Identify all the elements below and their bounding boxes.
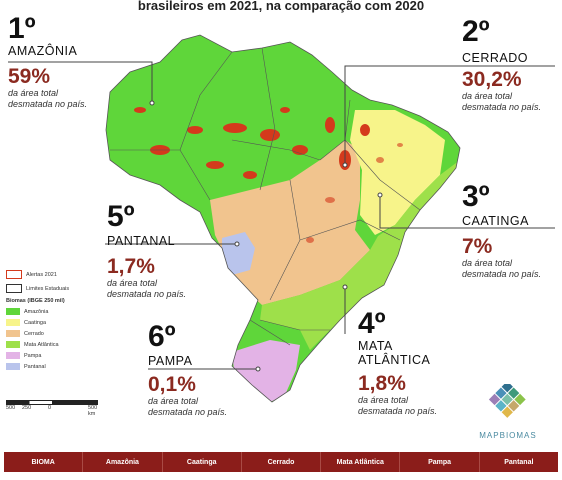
rank-number: 4º [358, 307, 386, 340]
pantanal-region [222, 232, 255, 275]
description: desmatada no país. [462, 102, 542, 112]
description: desmatada no país. [462, 269, 542, 279]
scale-tick: 500 km [88, 405, 98, 417]
description: da área total [8, 88, 59, 98]
scale-tick: 250 [22, 405, 32, 411]
description: da área total [462, 258, 513, 268]
legend-label: Pantanal [24, 363, 46, 370]
description: da área total [107, 278, 158, 288]
col-header: Amazônia [83, 452, 163, 472]
legend-alerts: Alertas 2021 [26, 271, 57, 278]
percentage: 59% [8, 65, 51, 88]
description: da área total [462, 91, 513, 101]
logo-text: MAPBIOMAS [479, 431, 537, 440]
rank-number: 3º [462, 180, 490, 213]
legend-swatch [6, 319, 20, 326]
legend-swatch [6, 308, 20, 315]
description: da área total [148, 396, 199, 406]
percentage: 30,2% [462, 68, 522, 91]
col-header: Caatinga [163, 452, 242, 472]
rank-number: 2º [462, 15, 490, 48]
percentage: 7% [462, 235, 493, 258]
description: da área total [358, 395, 409, 405]
legend-item: Pantanal [6, 363, 96, 370]
page-title: brasileiros em 2021, na comparação com 2… [137, 0, 425, 13]
legend-label: Caatinga [24, 319, 47, 326]
col-header: Pantanal [504, 458, 534, 466]
legend-item: Caatinga [6, 319, 96, 326]
legend-item: Amazônia [6, 308, 96, 315]
rank-number: 1º [8, 12, 36, 45]
percentage: 1,8% [358, 372, 406, 395]
legend-biomes-title: Biomas (IBGE 250 mil) [6, 298, 65, 304]
biome-name: PAMPA [148, 354, 193, 368]
legend-swatch [6, 341, 20, 348]
caatinga-region [350, 110, 445, 235]
legend-swatch [6, 352, 20, 359]
col-header: Pampa [400, 452, 480, 472]
legend-item: Mata Atlântica [6, 341, 96, 348]
rank-3-block: 3º CAATINGA 7% da área total desmatada n… [462, 182, 541, 280]
legend-limits: Limites Estaduais [26, 285, 70, 292]
legend-label: Pampa [24, 352, 42, 359]
rank-4-block: 4º MATA ATLÂNTICA 1,8% da área total des… [358, 309, 437, 417]
col-header: Cerrado [242, 452, 322, 472]
legend-item: Pampa [6, 352, 96, 359]
col-header: BIOMA [4, 452, 84, 472]
biome-name-line1: MATA [358, 339, 393, 353]
rank-6-block: 6º PAMPA 0,1% da área total desmatada no… [148, 322, 227, 418]
mapbiomas-logo: MAPBIOMAS [468, 381, 548, 440]
biome-name: AMAZÔNIA [8, 44, 78, 58]
rank-1-block: 1º AMAZÔNIA 59% da área total desmatada … [8, 14, 87, 110]
legend-swatch [6, 330, 20, 337]
col-header: Mata Atlântica [321, 452, 401, 472]
data-table-header: BIOMA Amazônia Caatinga Cerrado Mata Atl… [4, 452, 558, 472]
rank-number: 5º [107, 200, 135, 233]
mapbiomas-logo-icon [488, 381, 526, 418]
description: desmatada no país. [8, 99, 88, 109]
scale-bar: 500 250 0 500 km [6, 400, 106, 417]
biome-name-line2: ATLÂNTICA [358, 353, 431, 367]
legend-item: Cerrado [6, 330, 96, 337]
percentage: 0,1% [148, 373, 196, 396]
rank-2-block: 2º CERRADO 30,2% da área total desmatada… [462, 17, 541, 113]
percentage: 1,7% [107, 255, 155, 278]
description: desmatada no país. [107, 289, 187, 299]
biome-name: CERRADO [462, 51, 529, 65]
legend-label: Mata Atlântica [24, 341, 59, 348]
leader-lines [8, 61, 555, 372]
alert-swatch [6, 270, 22, 279]
scale-tick: 500 [6, 405, 16, 411]
description: desmatada no país. [358, 406, 438, 416]
biome-name: PANTANAL [107, 234, 176, 248]
legend-label: Amazônia [24, 308, 49, 315]
scale-tick: 0 [48, 405, 52, 411]
mata-atlantica-region [260, 160, 460, 350]
biome-name: CAATINGA [462, 214, 529, 228]
pampa-region [232, 340, 300, 402]
rank-5-block: 5º PANTANAL 1,7% da área total desmatada… [107, 202, 186, 300]
rank-number: 6º [148, 320, 176, 353]
state-borders [110, 47, 421, 346]
legend-swatch [6, 363, 20, 370]
description: desmatada no país. [148, 407, 228, 417]
legend-label: Cerrado [24, 330, 44, 337]
limits-swatch [6, 284, 22, 293]
map-legend: Alertas 2021 Limites Estaduais Biomas (I… [6, 270, 96, 370]
